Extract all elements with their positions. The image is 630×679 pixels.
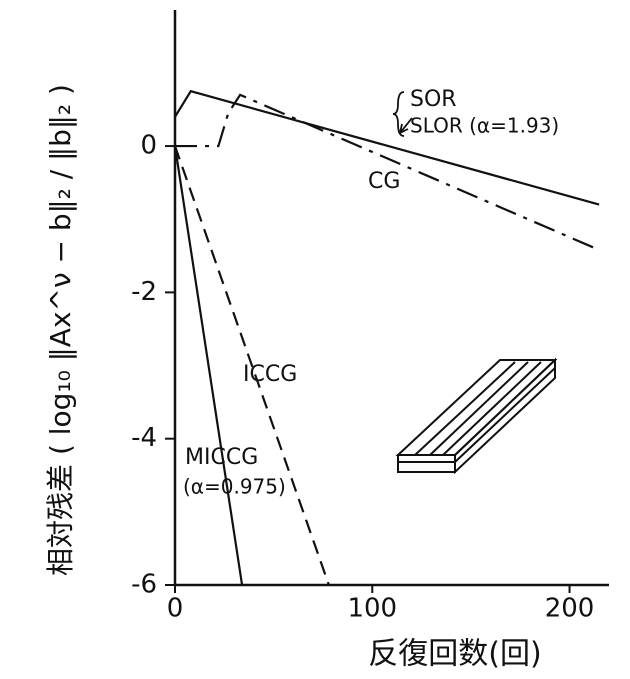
plate-inset [395,357,558,475]
series-label: SOR [410,87,457,112]
x-axis-label: 反復回数(回) [368,637,541,672]
series-line [175,93,600,251]
annotation: SLOR (α=1.93) [410,114,559,138]
series-label: ICCG [243,362,297,387]
y-tick-label: -2 [131,277,157,307]
arrow [399,117,413,134]
x-tick-label: 0 [167,594,184,624]
series-line [173,145,244,586]
brace [392,91,405,137]
series-line [173,145,330,586]
y-tick-label: -6 [131,570,157,600]
y-tick-label: 0 [140,131,157,161]
series-label: CG [368,169,400,194]
series-label: MICCG [185,445,258,470]
x-tick-label: 200 [545,594,595,624]
series-line [174,89,600,206]
y-axis-label: 相対残差 ( log₁₀ ‖Ax^ν − b‖₂ / ‖b‖₂ ) [44,84,77,576]
y-tick-label: -4 [131,423,157,453]
x-tick-label: 100 [347,594,397,624]
annotation: (α=0.975) [183,475,286,499]
